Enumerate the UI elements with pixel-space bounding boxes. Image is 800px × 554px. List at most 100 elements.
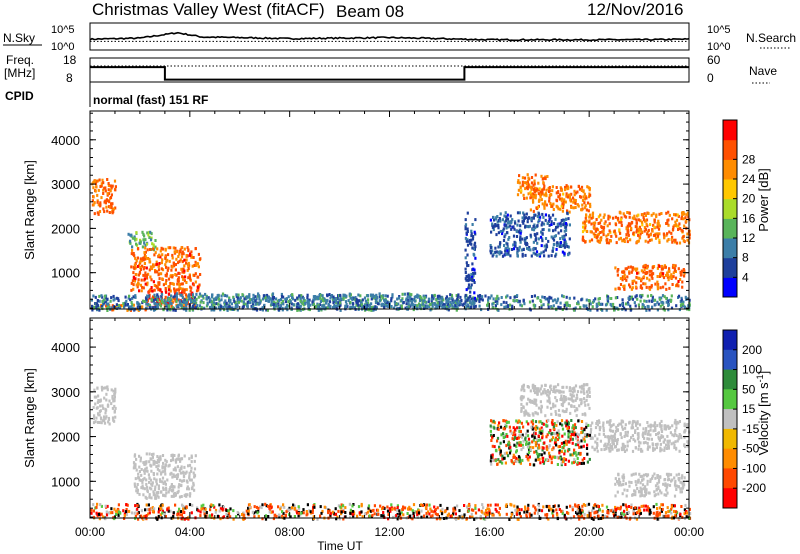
heatmap-cell [631, 434, 634, 438]
heatmap-cell [456, 504, 459, 508]
heatmap-cell [183, 291, 186, 295]
heatmap-cell [393, 300, 396, 304]
heatmap-cell [518, 211, 521, 215]
heatmap-cell [339, 303, 342, 307]
heatmap-cell [444, 306, 447, 310]
heatmap-cell [534, 173, 537, 177]
freq-panel-frame [89, 57, 690, 83]
scatter-region-1 [127, 230, 157, 252]
heatmap-cell [323, 505, 326, 509]
heatmap-cell [624, 308, 627, 312]
heatmap-cell [646, 441, 649, 445]
heatmap-cell [656, 482, 659, 486]
heatmap-cell [148, 236, 151, 239]
heatmap-cell [582, 195, 585, 199]
heatmap-cell [145, 478, 148, 482]
heatmap-cell [143, 241, 146, 245]
heatmap-cell [640, 279, 643, 283]
heatmap-cell [522, 221, 525, 225]
heatmap-cell [386, 294, 389, 298]
heatmap-cell [455, 305, 458, 309]
heatmap-cell [471, 299, 475, 303]
heatmap-cell [486, 303, 489, 307]
heatmap-cell [436, 295, 440, 299]
heatmap-cell [547, 394, 550, 398]
heatmap-cell [187, 249, 190, 253]
heatmap-cell [663, 308, 666, 312]
heatmap-cell [108, 399, 111, 403]
heatmap-cell [144, 282, 147, 286]
heatmap-cell [424, 300, 427, 304]
heatmap-cell [225, 301, 228, 305]
heatmap-cell [580, 185, 584, 189]
heatmap-cell [655, 213, 658, 217]
heatmap-cell [530, 181, 534, 185]
heatmap-cell [188, 494, 192, 498]
heatmap-cell [190, 255, 193, 259]
heatmap-cell [509, 224, 512, 228]
heatmap-cell [537, 504, 541, 508]
heatmap-cell [187, 276, 190, 280]
heatmap-cell [560, 244, 563, 248]
heatmap-cell [598, 221, 602, 225]
heatmap-cell [261, 503, 264, 507]
heatmap-cell [165, 288, 168, 292]
heatmap-cell [464, 248, 467, 252]
heatmap-cell [634, 431, 637, 434]
heatmap-cell [117, 297, 120, 301]
heatmap-cell [114, 188, 117, 192]
heatmap-cell [105, 513, 109, 517]
heatmap-cell [188, 478, 192, 482]
heatmap-cell [544, 248, 547, 252]
heatmap-cell [174, 308, 177, 312]
heatmap-cell [175, 298, 179, 302]
heatmap-cell [470, 283, 473, 287]
heatmap-cell [559, 301, 562, 305]
heatmap-cell [305, 510, 308, 513]
heatmap-cell [258, 297, 261, 301]
heatmap-cell [188, 274, 191, 278]
heatmap-cell [646, 479, 649, 483]
heatmap-cell [141, 484, 144, 488]
heatmap-cell [632, 232, 635, 236]
heatmap-cell [587, 403, 590, 407]
heatmap-cell [281, 299, 284, 303]
heatmap-cell [620, 224, 623, 227]
heatmap-cell [675, 434, 678, 437]
heatmap-cell [506, 305, 510, 308]
heatmap-cell [152, 280, 155, 284]
heatmap-cell [464, 223, 468, 227]
heatmap-cell [309, 303, 312, 307]
heatmap-cell [642, 473, 646, 477]
heatmap-cell [539, 400, 542, 404]
heatmap-cell [569, 504, 572, 508]
heatmap-cell [157, 255, 160, 259]
heatmap-cell [193, 467, 197, 471]
heatmap-cell [656, 442, 659, 446]
heatmap-cell [667, 210, 670, 214]
heatmap-cell [497, 297, 500, 301]
heatmap-cell [553, 387, 556, 391]
heatmap-cell [337, 504, 340, 508]
heatmap-cell [541, 177, 544, 181]
heatmap-cell [561, 397, 564, 401]
heatmap-cell [573, 198, 576, 202]
heatmap-cell [564, 222, 568, 225]
heatmap-cell [512, 225, 515, 229]
heatmap-cell [667, 472, 670, 476]
heatmap-cell [612, 302, 615, 306]
noise-left-tick-bottom: 10^0 [51, 41, 75, 53]
heatmap-cell [218, 509, 221, 513]
heatmap-cell [182, 252, 185, 256]
heatmap-cell [561, 294, 564, 298]
heatmap-cell [272, 306, 276, 310]
heatmap-cell [470, 234, 473, 238]
heatmap-cell [198, 292, 202, 296]
heatmap-cell [247, 512, 250, 516]
heatmap-cell [107, 192, 111, 196]
heatmap-cell [172, 261, 175, 265]
heatmap-cell [216, 514, 219, 518]
heatmap-cell [636, 421, 639, 425]
heatmap-cell [134, 277, 137, 281]
